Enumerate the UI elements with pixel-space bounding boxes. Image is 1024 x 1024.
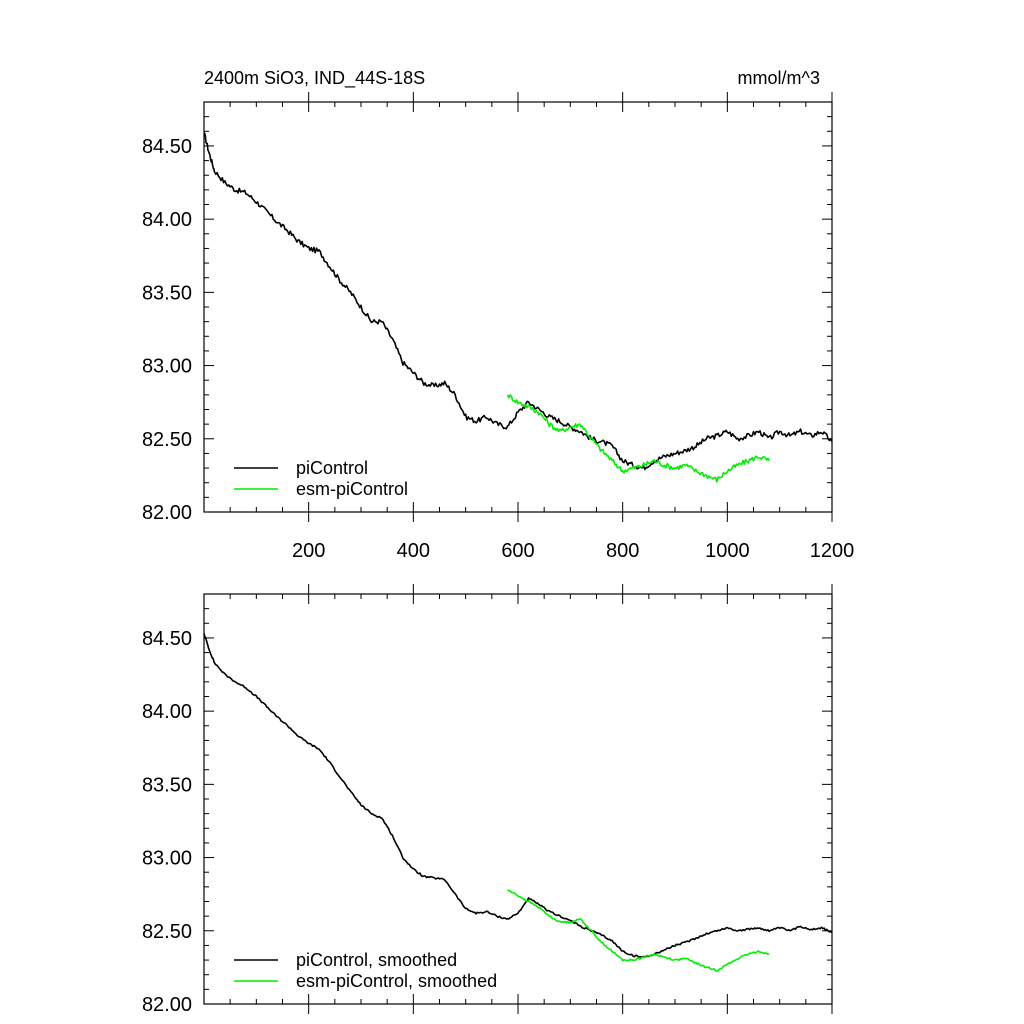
y-tick-label: 84.00	[142, 209, 192, 231]
panel-smoothed: 82.00 82.50 83.00 83.50 84.00 84.50 piControl,…	[142, 584, 833, 1016]
legend-label: piControl, smoothed	[296, 950, 457, 970]
chart-title: 2400m SiO3, IND_44S-18S	[204, 68, 425, 89]
y-tick-label: 82.00	[142, 994, 192, 1016]
x-tick-label: 600	[501, 540, 534, 562]
y-tick-label: 83.50	[142, 282, 192, 304]
y-tick-label: 82.50	[142, 921, 192, 943]
panel-raw: 200 400 600 800 1000 1200 82.00 82.50 83.00 83.50…	[142, 92, 854, 562]
x-tick-label: 400	[397, 540, 430, 562]
y-tick-label: 83.50	[142, 774, 192, 796]
y-tick-label: 83.00	[142, 848, 192, 870]
y-tick-label: 82.50	[142, 429, 192, 451]
series-line-picontrol-smoothed	[203, 633, 833, 958]
legend-label: esm-piControl	[296, 479, 408, 499]
y-tick-label: 84.50	[142, 628, 192, 650]
legend-label: piControl	[296, 458, 368, 478]
x-tick-label: 1000	[705, 540, 750, 562]
y-tick-label: 84.50	[142, 136, 192, 158]
legend-label: esm-piControl, smoothed	[296, 971, 497, 991]
units-label: mmol/m^3	[738, 68, 820, 88]
x-tick-label: 1200	[810, 540, 855, 562]
y-tick-label: 84.00	[142, 701, 192, 723]
series-line-picontrol	[203, 132, 833, 471]
y-tick-label: 82.00	[142, 502, 192, 524]
x-tick-label: 800	[606, 540, 639, 562]
y-tick-label: 83.00	[142, 356, 192, 378]
series-line-esm-picontrol-smoothed	[507, 889, 770, 972]
series-line-esm-picontrol	[506, 394, 770, 483]
x-tick-label: 200	[292, 540, 325, 562]
